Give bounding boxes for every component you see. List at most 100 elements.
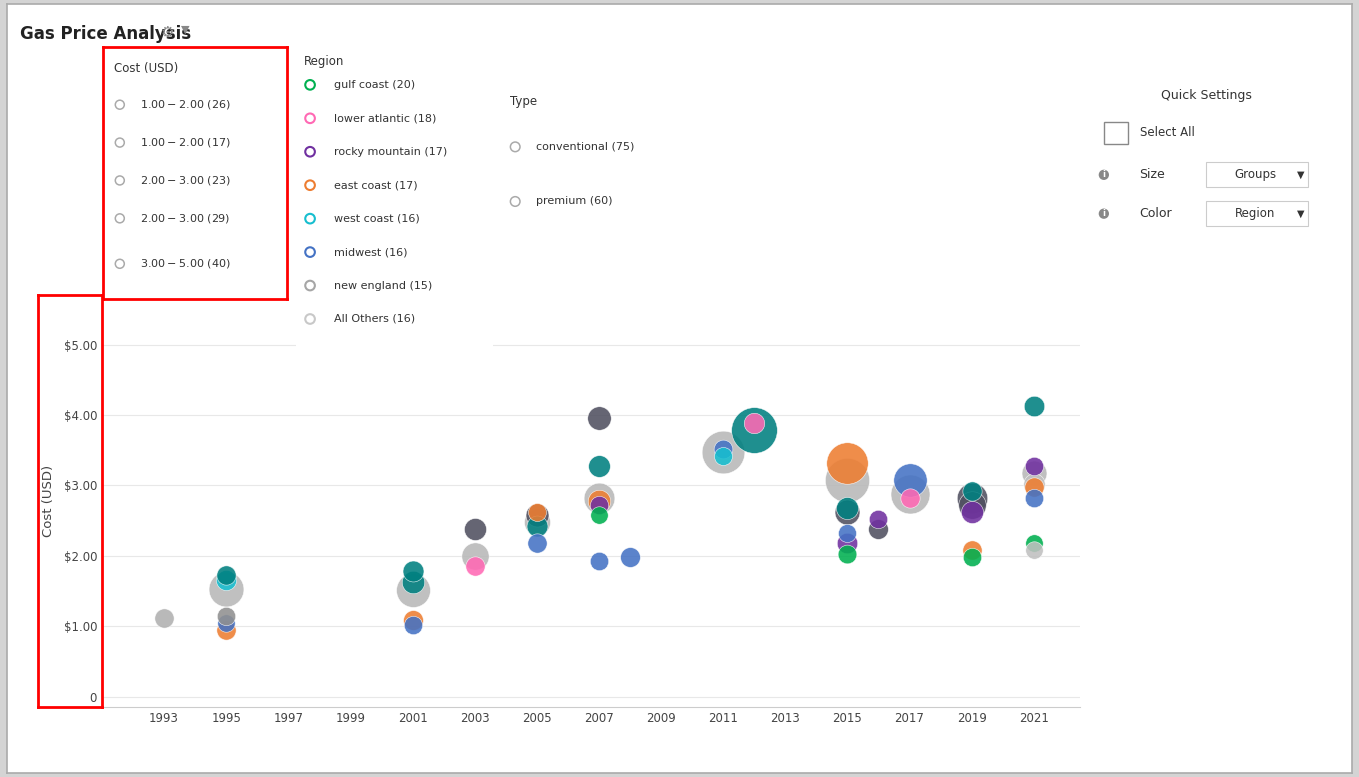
Point bbox=[837, 502, 859, 514]
Point bbox=[1093, 207, 1114, 220]
Point bbox=[837, 548, 859, 560]
Point bbox=[1023, 400, 1045, 413]
Point bbox=[588, 413, 610, 425]
FancyBboxPatch shape bbox=[1104, 122, 1128, 144]
Point bbox=[402, 618, 424, 631]
Point bbox=[463, 549, 485, 562]
Text: Region: Region bbox=[1235, 207, 1275, 220]
Point bbox=[402, 565, 424, 577]
Point bbox=[837, 473, 859, 486]
Text: $2.00 - $3.00 (29): $2.00 - $3.00 (29) bbox=[140, 212, 231, 225]
Point bbox=[712, 445, 734, 458]
Point bbox=[504, 141, 526, 153]
Point bbox=[526, 516, 548, 528]
Point bbox=[1093, 169, 1114, 181]
Text: new england (15): new england (15) bbox=[334, 280, 432, 291]
Text: Cost (USD): Cost (USD) bbox=[114, 62, 178, 75]
Point bbox=[402, 615, 424, 627]
Y-axis label: Cost (USD): Cost (USD) bbox=[42, 465, 56, 537]
Point bbox=[526, 506, 548, 518]
Text: Region: Region bbox=[304, 54, 345, 68]
Point bbox=[299, 212, 321, 225]
Text: Quick Settings: Quick Settings bbox=[1161, 89, 1252, 103]
Point bbox=[299, 313, 321, 326]
Point bbox=[961, 506, 983, 518]
Point bbox=[837, 506, 859, 518]
FancyBboxPatch shape bbox=[1207, 162, 1309, 187]
Point bbox=[154, 611, 175, 624]
Point bbox=[588, 499, 610, 511]
Point bbox=[837, 537, 859, 549]
Point bbox=[867, 513, 889, 525]
Point bbox=[743, 424, 765, 437]
Point bbox=[898, 473, 920, 486]
Text: $2.00 - $3.00 (23): $2.00 - $3.00 (23) bbox=[140, 174, 231, 187]
Point bbox=[109, 174, 130, 186]
Text: ▼: ▼ bbox=[181, 25, 189, 35]
Text: lower atlantic (18): lower atlantic (18) bbox=[334, 113, 436, 124]
Point bbox=[1023, 480, 1045, 493]
Point bbox=[299, 179, 321, 191]
Point bbox=[1023, 544, 1045, 556]
Point bbox=[620, 551, 641, 563]
Point bbox=[299, 280, 321, 292]
Text: rocky mountain (17): rocky mountain (17) bbox=[334, 147, 447, 157]
Point bbox=[588, 492, 610, 504]
Point bbox=[402, 577, 424, 589]
Text: Color: Color bbox=[1139, 207, 1173, 220]
Text: premium (60): premium (60) bbox=[537, 197, 613, 207]
Text: i: i bbox=[1102, 170, 1105, 179]
Point bbox=[526, 520, 548, 532]
Text: west coast (16): west coast (16) bbox=[334, 214, 420, 224]
Point bbox=[109, 137, 130, 149]
Text: Type: Type bbox=[510, 95, 537, 108]
Point bbox=[588, 459, 610, 472]
Point bbox=[109, 212, 130, 225]
Point bbox=[588, 555, 610, 567]
Point bbox=[1023, 466, 1045, 479]
Text: $1.00 - $2.00 (26): $1.00 - $2.00 (26) bbox=[140, 98, 231, 111]
Point bbox=[109, 99, 130, 111]
Point bbox=[299, 246, 321, 258]
Point bbox=[463, 560, 485, 573]
Point bbox=[898, 492, 920, 504]
Point bbox=[215, 574, 236, 587]
Text: All Others (16): All Others (16) bbox=[334, 314, 414, 324]
Point bbox=[961, 492, 983, 504]
Point bbox=[463, 523, 485, 535]
Point bbox=[402, 584, 424, 596]
Text: $3.00 - $5.00 (40): $3.00 - $5.00 (40) bbox=[140, 257, 231, 270]
Point bbox=[526, 509, 548, 521]
Point bbox=[215, 623, 236, 636]
Text: midwest (16): midwest (16) bbox=[334, 247, 408, 257]
Point bbox=[743, 417, 765, 430]
Point bbox=[588, 495, 610, 507]
Point bbox=[526, 537, 548, 549]
Point bbox=[898, 487, 920, 500]
Point bbox=[712, 450, 734, 462]
Point bbox=[1023, 537, 1045, 549]
Text: ▼: ▼ bbox=[1296, 209, 1305, 218]
Point bbox=[504, 195, 526, 207]
Point bbox=[867, 523, 889, 535]
Text: $1.00 - $2.00 (17): $1.00 - $2.00 (17) bbox=[140, 136, 231, 149]
Point bbox=[215, 616, 236, 629]
Text: Gas Price Analysis: Gas Price Analysis bbox=[20, 25, 192, 43]
Point bbox=[961, 544, 983, 556]
Point bbox=[299, 78, 321, 91]
Text: gulf coast (20): gulf coast (20) bbox=[334, 80, 414, 90]
Text: ⚙: ⚙ bbox=[160, 25, 174, 40]
Point bbox=[961, 551, 983, 563]
Point bbox=[1023, 478, 1045, 490]
Point bbox=[215, 570, 236, 582]
Point bbox=[961, 499, 983, 511]
Point bbox=[837, 527, 859, 539]
Point bbox=[1023, 459, 1045, 472]
Text: east coast (17): east coast (17) bbox=[334, 180, 417, 190]
FancyBboxPatch shape bbox=[1207, 201, 1309, 226]
Text: i: i bbox=[1102, 209, 1105, 218]
Point bbox=[1023, 492, 1045, 504]
Text: conventional (75): conventional (75) bbox=[537, 142, 635, 152]
Point bbox=[109, 258, 130, 270]
Point bbox=[215, 583, 236, 595]
